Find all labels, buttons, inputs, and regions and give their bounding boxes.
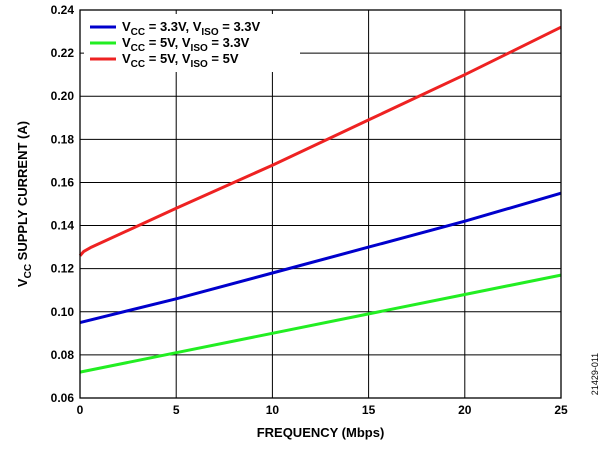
figure-id: 21429-011 (590, 353, 600, 395)
y-tick-label-4: 0.14 (51, 219, 75, 233)
legend-label-0-part-0: V (122, 19, 131, 34)
legend-label-0: VCC = 3.3V, VISO = 3.3V (122, 19, 261, 38)
legend-label-0-part-1: CC (131, 27, 145, 38)
y-tick-label-5: 0.16 (51, 175, 75, 189)
y-tick-label-2: 0.10 (51, 305, 75, 319)
legend-label-2-part-1: CC (131, 59, 145, 70)
legend-label-2-part-3: ISO (191, 59, 208, 70)
legend-label-0-part-4: = 3.3V (219, 19, 261, 34)
legend-label-1-part-4: = 3.3V (208, 35, 250, 50)
x-tick-label-3: 15 (362, 403, 376, 417)
y-axis-title-sub: CC (23, 264, 34, 278)
legend-label-1-part-0: V (122, 35, 131, 50)
series-line-1 (79, 273, 562, 374)
legend-label-1-part-2: = 5V, V (145, 35, 191, 50)
series-line-2 (78, 25, 562, 257)
y-tick-label-3: 0.12 (51, 262, 75, 276)
y-axis-title-v: V (15, 278, 30, 287)
legend-label-2: VCC = 5V, VISO = 5V (122, 51, 239, 70)
y-tick-labels: 0.06 0.08 0.10 0.12 0.14 0.16 0.18 0.20 0.22 0.24 (51, 3, 75, 405)
y-axis-title: VCC SUPPLY CURRENT (A) (15, 121, 34, 287)
series-line-0 (79, 191, 562, 325)
x-tick-label-4: 20 (458, 403, 472, 417)
y-tick-label-9: 0.24 (51, 3, 75, 17)
y-tick-label-8: 0.22 (51, 46, 75, 60)
y-axis-title-rest: SUPPLY CURRENT (A) (15, 121, 30, 264)
legend-label-0-part-3: ISO (201, 27, 218, 38)
legend-background (84, 14, 300, 72)
series-lines (78, 25, 562, 374)
legend-label-2-part-4: = 5V (208, 51, 239, 66)
y-tick-label-7: 0.20 (51, 89, 75, 103)
x-tick-label-2: 10 (266, 403, 280, 417)
legend-label-2-part-0: V (122, 51, 131, 66)
x-tick-label-5: 25 (554, 403, 568, 417)
plot-frame (79, 9, 562, 399)
y-tick-label-1: 0.08 (51, 348, 75, 362)
x-tick-label-1: 5 (173, 403, 180, 417)
y-tick-label-6: 0.18 (51, 132, 75, 146)
legend-label-1: VCC = 5V, VISO = 3.3V (122, 35, 250, 54)
x-tick-label-0: 0 (77, 403, 84, 417)
legend-label-1-part-1: CC (131, 43, 145, 54)
x-tick-labels: 0 5 10 15 20 25 (77, 403, 568, 417)
legend-label-1-part-3: ISO (191, 43, 208, 54)
x-axis-title: FREQUENCY (Mbps) (257, 425, 385, 440)
legend-label-2-part-2: = 5V, V (145, 51, 191, 66)
legend-label-0-part-2: = 3.3V, V (145, 19, 202, 34)
y-tick-label-0: 0.06 (51, 391, 75, 405)
